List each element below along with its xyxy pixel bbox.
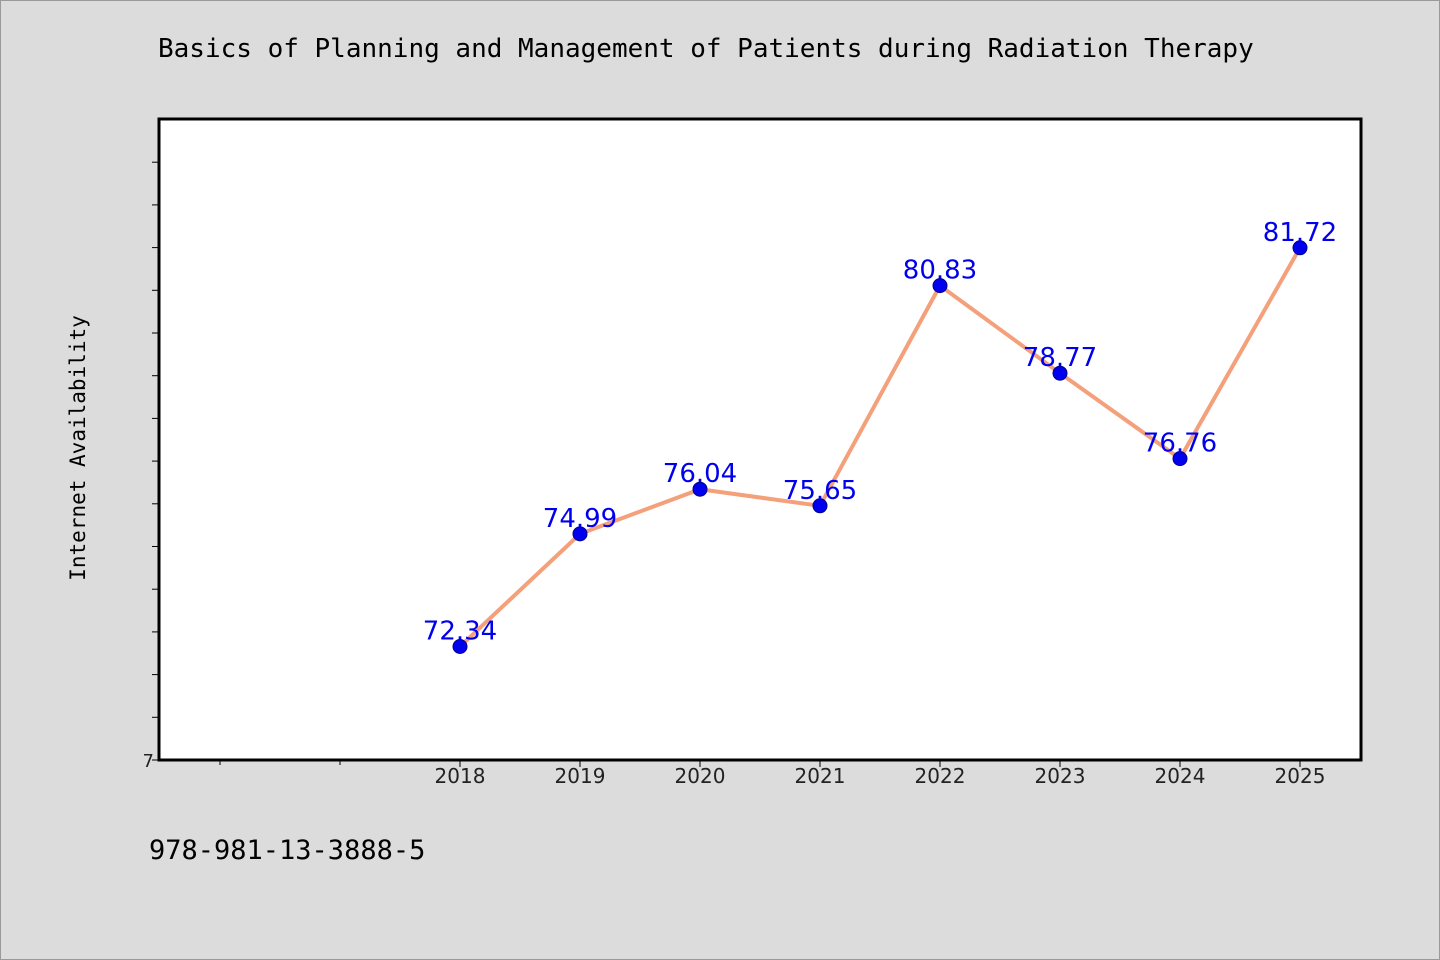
data-label: 78.77 [1023, 343, 1097, 373]
data-label: 75.65 [783, 476, 857, 506]
x-tick-label: 2021 [795, 764, 846, 788]
data-point [1052, 365, 1068, 381]
data-label: 74.99 [543, 504, 617, 534]
y-tick-label: 7 [143, 751, 154, 772]
x-tick-label: 2019 [555, 764, 606, 788]
data-point [812, 498, 828, 514]
data-label: 80.83 [903, 256, 977, 286]
data-label: 72.34 [423, 617, 497, 647]
series-line [458, 246, 1302, 648]
data-point [572, 526, 588, 542]
chart-title: Basics of Planning and Management of Pat… [158, 34, 1254, 64]
data-label: 81.72 [1263, 218, 1337, 248]
x-tick-label: 2025 [1275, 764, 1326, 788]
data-label: 76.04 [663, 459, 737, 489]
x-tick-label: 2018 [435, 764, 486, 788]
data-point [1172, 451, 1188, 467]
data-label: 76.76 [1143, 429, 1217, 459]
plot-area [157, 117, 1363, 762]
data-point [452, 639, 468, 655]
data-point [1292, 240, 1308, 256]
data-point [692, 481, 708, 497]
x-tick-label: 2022 [915, 764, 966, 788]
x-tick-label: 2024 [1155, 764, 1206, 788]
x-tick-label: 2020 [675, 764, 726, 788]
data-point [932, 278, 948, 294]
isbn-text: 978-981-13-3888-5 [149, 835, 426, 866]
x-tick-label: 2023 [1035, 764, 1086, 788]
